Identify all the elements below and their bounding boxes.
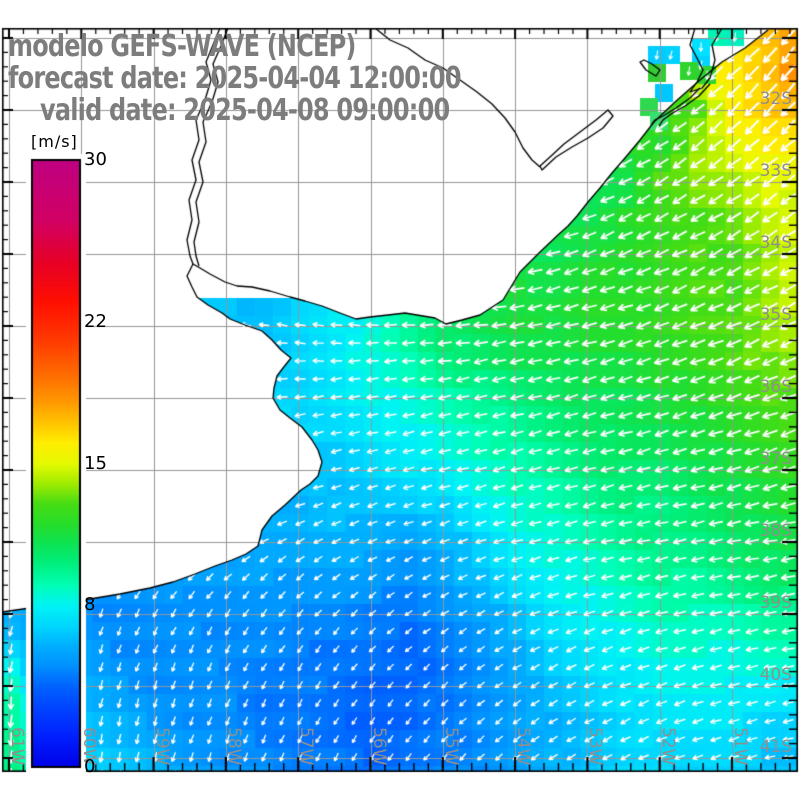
lon-axis-label: 55W	[440, 727, 461, 766]
model-title: modelo GEFS-WAVE (NCEP)	[8, 29, 356, 64]
colorbar-unit-label: [m/s]	[31, 132, 78, 151]
colorbar-tick-label: 0	[84, 756, 96, 777]
lon-axis-label: 52W	[657, 727, 678, 766]
lon-axis-label: 54W	[513, 727, 534, 766]
lat-axis-label: 33S	[759, 161, 792, 181]
lat-axis-label: 37S	[759, 449, 792, 469]
lat-axis-label: 41S	[759, 737, 792, 757]
lat-axis-label: 38S	[759, 521, 792, 541]
lon-axis-label: 53W	[585, 727, 606, 766]
valid-date-label: valid date: 2025-04-08 09:00:00	[40, 93, 450, 128]
lon-axis-label: 58W	[223, 727, 244, 766]
lon-axis-label: 61W	[7, 727, 27, 766]
lat-axis-label: 32S	[759, 89, 792, 109]
lon-axis-label: 57W	[296, 727, 317, 766]
colorbar-tick-label: 8	[84, 594, 96, 616]
lat-axis-label: 39S	[759, 593, 792, 613]
colorbar-tick-label: 30	[84, 149, 107, 170]
lat-axis-label: 35S	[759, 305, 792, 325]
lat-axis-label: 36S	[759, 377, 792, 397]
lon-axis-label: 51W	[730, 727, 750, 766]
forecast-date-label: forecast date: 2025-04-04 12:00:00	[8, 61, 462, 96]
lon-axis-label: 59W	[151, 727, 172, 766]
title-block: modelo GEFS-WAVE (NCEP) forecast date: 2…	[8, 29, 462, 128]
lon-axis-label: 56W	[368, 727, 389, 766]
lat-axis-label: 34S	[759, 233, 792, 253]
colorbar-tick-label: 15	[84, 452, 107, 474]
colorbar-tick-label: 22	[84, 310, 107, 332]
lat-axis-label: 40S	[759, 665, 792, 685]
